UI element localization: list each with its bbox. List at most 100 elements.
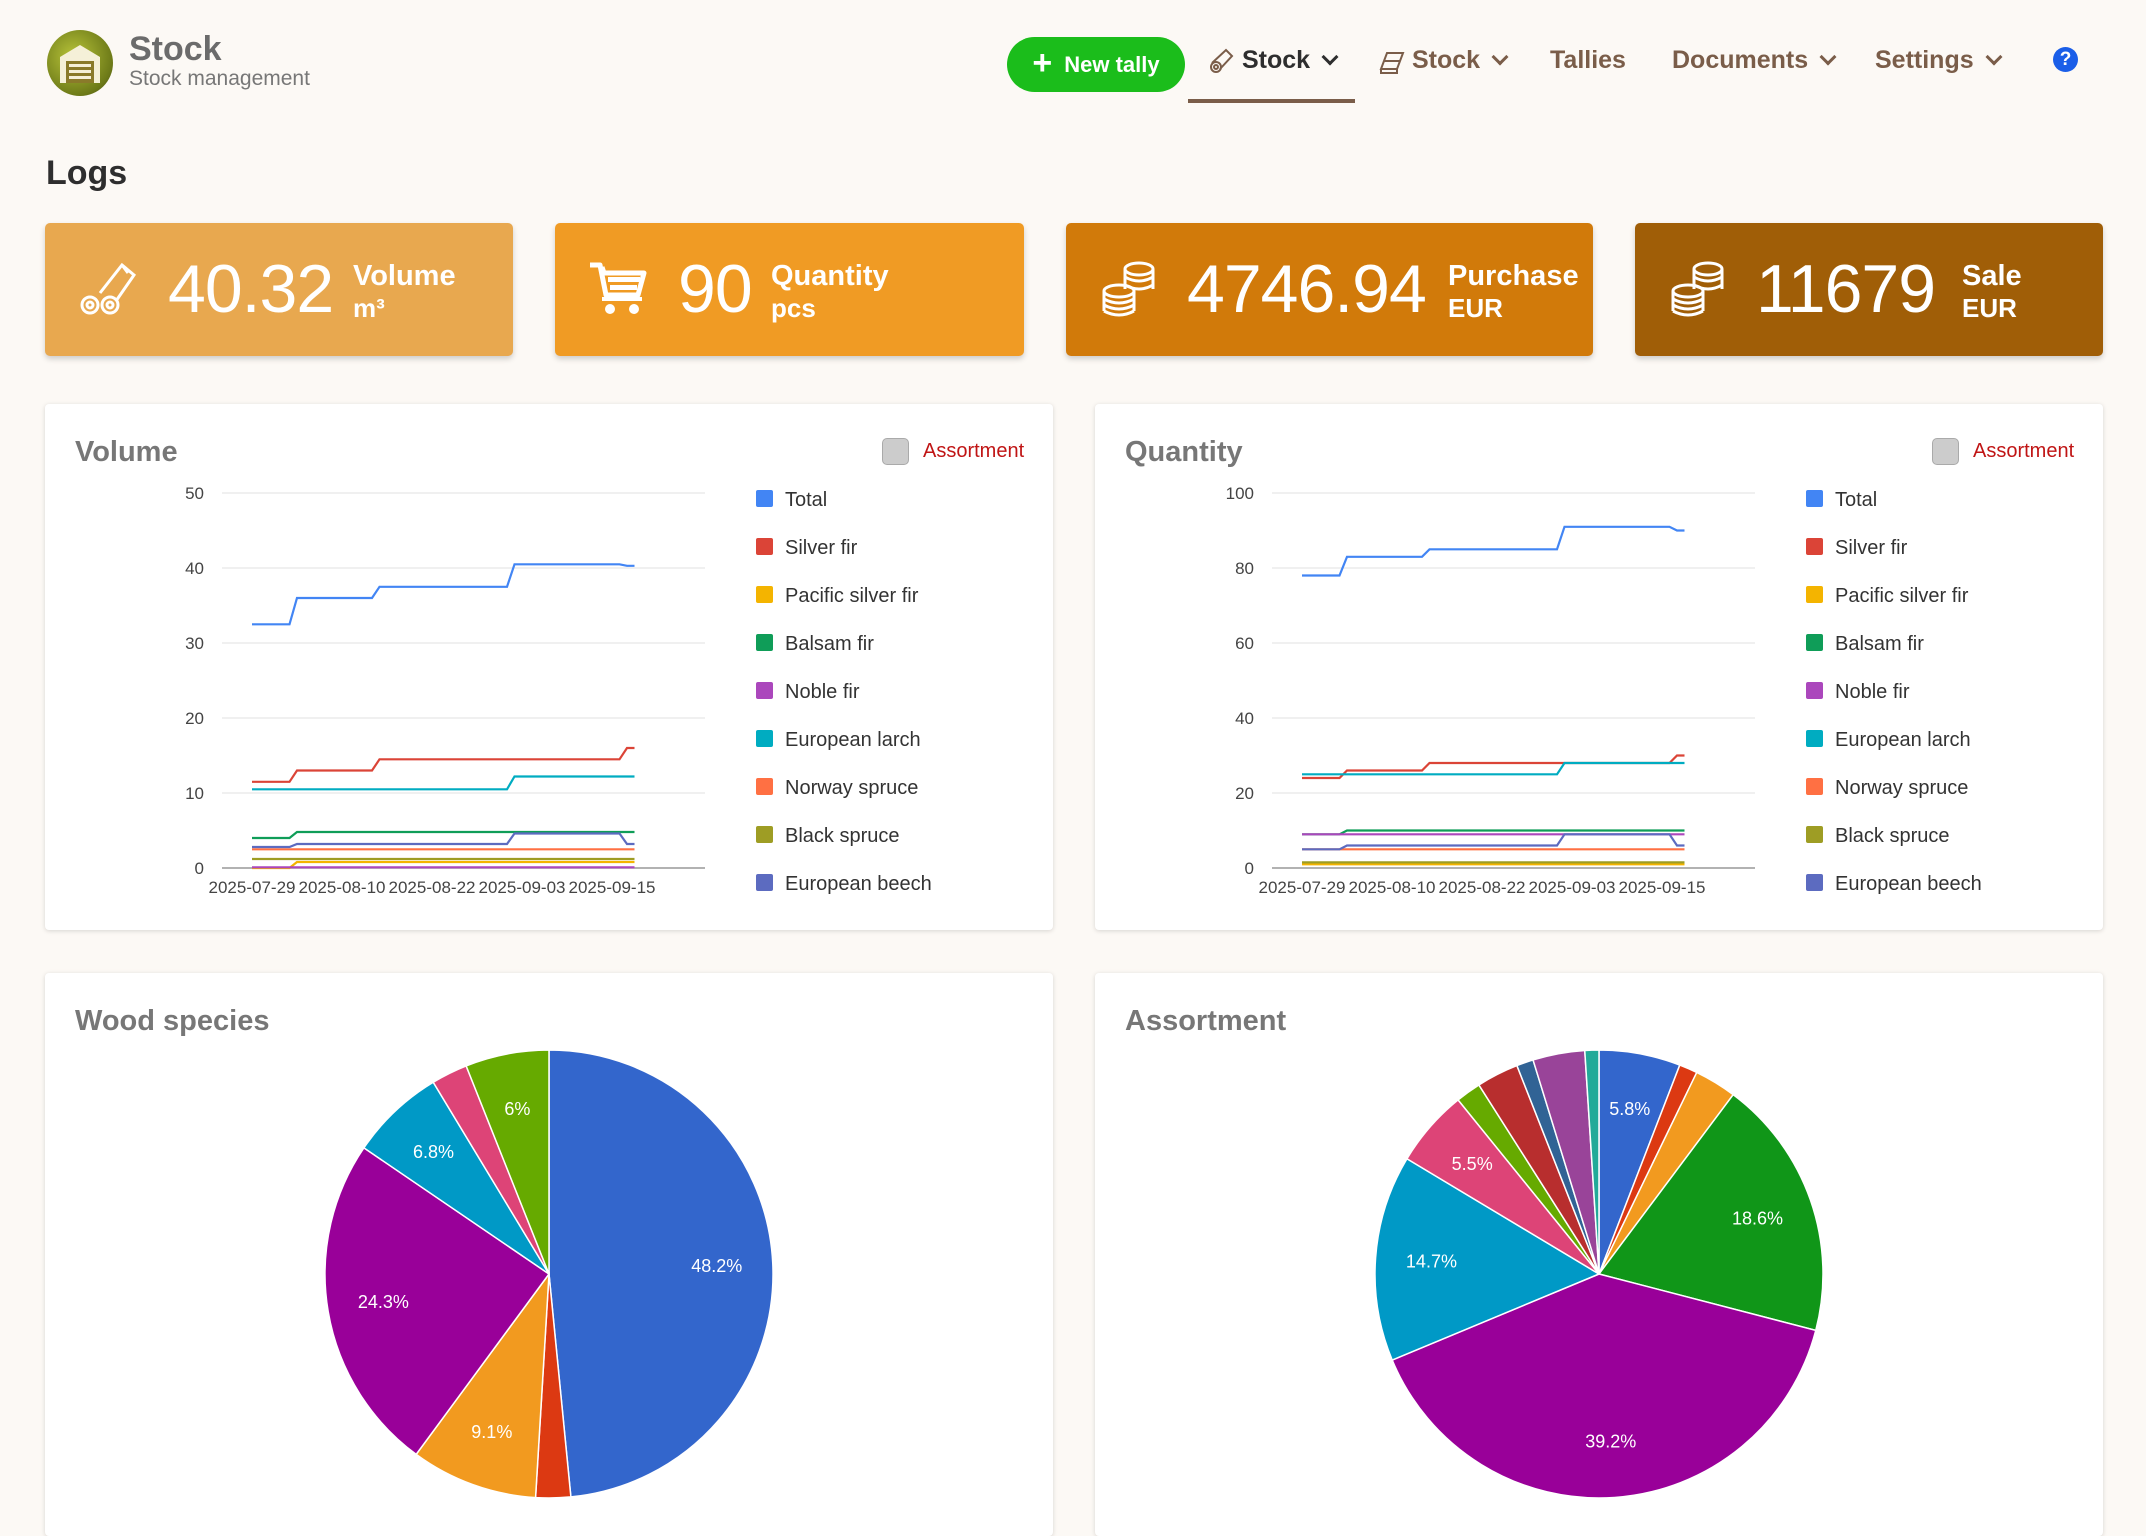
logs-icon	[80, 262, 137, 315]
legend-swatch	[1806, 682, 1823, 699]
x-tick-label: 2025-07-29	[1259, 878, 1346, 897]
pie-slice[interactable]	[465, 1049, 550, 1275]
legend-swatch	[1806, 586, 1823, 603]
legend-label: Norway spruce	[785, 777, 919, 799]
sale-unit: EUR	[1962, 293, 2017, 323]
legend-item[interactable]: European larch	[1806, 729, 1982, 777]
legend-label: European beech	[1835, 873, 1982, 895]
new-tally-button[interactable]: + New tally	[1007, 37, 1185, 92]
legend-label: Balsam fir	[1835, 633, 1924, 655]
legend-swatch	[756, 682, 773, 699]
legend-item[interactable]: European beech	[1806, 873, 1982, 921]
quantity-label: Quantity	[771, 260, 889, 292]
legend-item[interactable]: Noble fir	[756, 681, 932, 729]
slice-label: 5.8%	[1609, 1099, 1650, 1119]
legend-item[interactable]: Noble fir	[1806, 681, 1982, 729]
sale-label: Sale	[1962, 260, 2022, 292]
legend-label: Pacific silver fir	[1835, 585, 1969, 607]
legend-item[interactable]: Total	[1806, 489, 1982, 537]
cart-icon	[590, 262, 647, 314]
x-tick-label: 2025-09-03	[479, 878, 566, 897]
legend-swatch	[1806, 874, 1823, 891]
chart-legend: Total Silver fir Pacific silver fir Balsam …	[756, 489, 932, 921]
legend-swatch	[1806, 538, 1823, 555]
legend-item[interactable]: Balsam fir	[756, 633, 932, 681]
legend-item[interactable]: Black spruce	[756, 825, 932, 873]
warehouse-logo-icon[interactable]	[47, 30, 113, 96]
legend-item[interactable]: Pacific silver fir	[1806, 585, 1982, 633]
legend-label: European larch	[785, 729, 921, 751]
volume-label: Volume	[353, 260, 456, 292]
legend-item[interactable]: Silver fir	[1806, 537, 1982, 585]
legend-item[interactable]: Silver fir	[756, 537, 932, 585]
pie-slice[interactable]	[1583, 1049, 1600, 1275]
checkbox[interactable]	[882, 438, 909, 465]
purchase-unit: EUR	[1448, 293, 1503, 323]
legend-label: Black spruce	[1835, 825, 1950, 847]
nav-logs-stock[interactable]: Stock	[1208, 46, 1339, 75]
volume-line-chart: 0 10 20 30 40 50 2025-07-29 2025-08-10 2025-08-2…	[185, 484, 705, 897]
legend-swatch	[1806, 730, 1823, 747]
legend-item[interactable]: Total	[756, 489, 932, 537]
legend-item[interactable]: Pacific silver fir	[756, 585, 932, 633]
legend-label: Black spruce	[785, 825, 900, 847]
nav-label: Documents	[1672, 46, 1809, 74]
legend-swatch	[1806, 634, 1823, 651]
nav-documents[interactable]: Documents	[1672, 46, 1837, 75]
checkbox[interactable]	[1932, 438, 1959, 465]
pie-slice[interactable]	[548, 1049, 774, 1498]
assortment-toggle[interactable]: Assortment	[882, 438, 1024, 465]
legend-label: European beech	[785, 873, 932, 895]
x-tick-label: 2025-09-15	[1619, 878, 1706, 897]
assortment-panel: Assortment 5.8% 18.6% 39.2% 14.7% 5.5%	[1095, 973, 2103, 1536]
pie-slice[interactable]	[324, 1146, 551, 1456]
quantity-chart-panel: Quantity Assortment 0 20 40 60 80 100 2025-07-…	[1095, 404, 2103, 930]
page-title: Logs	[46, 154, 128, 192]
legend-item[interactable]: European beech	[756, 873, 932, 921]
brand-subtitle: Stock management	[129, 67, 310, 90]
nav-tallies[interactable]: Tallies	[1550, 46, 1626, 75]
panel-title: Wood species	[75, 1005, 270, 1037]
pie-slice[interactable]	[415, 1271, 550, 1499]
panel-title: Volume	[75, 436, 178, 468]
y-tick-label: 20	[1235, 784, 1254, 803]
chart-legend: Total Silver fir Pacific silver fir Balsam …	[1806, 489, 1982, 921]
legend-label: Silver fir	[785, 537, 858, 559]
legend-item[interactable]: European larch	[756, 729, 932, 777]
quantity-value: 90	[678, 251, 753, 327]
quantity-unit: pcs	[771, 293, 816, 323]
quantity-line-chart: 0 20 40 60 80 100 2025-07-29 2025-08-10 2025-08-…	[1226, 484, 1755, 897]
wood-species-pie-chart: 48.2% 9.1% 24.3% 6.8% 6%	[324, 1049, 774, 1499]
nav-settings[interactable]: Settings	[1875, 46, 2003, 75]
slice-label: 6%	[504, 1099, 530, 1119]
chevron-down-icon	[1491, 48, 1509, 65]
slice-label: 24.3%	[358, 1292, 409, 1312]
legend-swatch	[1806, 826, 1823, 843]
legend-item[interactable]: Balsam fir	[1806, 633, 1982, 681]
legend-item[interactable]: Norway spruce	[1806, 777, 1982, 825]
assortment-toggle[interactable]: Assortment	[1932, 438, 2074, 465]
new-tally-label: New tally	[1064, 51, 1160, 77]
help-icon[interactable]: ?	[2053, 47, 2078, 72]
legend-item[interactable]: Black spruce	[1806, 825, 1982, 873]
pie-slice[interactable]	[1374, 1157, 1601, 1362]
slice-label: 48.2%	[691, 1256, 742, 1276]
series-line	[252, 746, 635, 783]
slice-label: 39.2%	[1585, 1432, 1636, 1452]
pie-slice[interactable]	[1597, 1093, 1824, 1332]
x-tick-label: 2025-08-10	[1349, 878, 1436, 897]
volume-value: 40.32	[168, 251, 334, 327]
legend-item[interactable]: Norway spruce	[756, 777, 932, 825]
y-tick-label: 50	[185, 484, 204, 503]
slice-label: 5.5%	[1452, 1154, 1493, 1174]
volume-stat-card: 40.32 Volume m³	[45, 223, 513, 356]
plus-icon: +	[1032, 44, 1053, 82]
pie-slice[interactable]	[1391, 1273, 1817, 1499]
x-tick-label: 2025-09-15	[569, 878, 656, 897]
x-tick-label: 2025-09-03	[1529, 878, 1616, 897]
legend-swatch	[756, 778, 773, 795]
series-line	[1302, 761, 1685, 776]
nav-lumber-stock[interactable]: Stock	[1378, 46, 1509, 75]
slice-label: 14.7%	[1406, 1252, 1457, 1272]
nav-label: Stock	[1242, 46, 1311, 74]
